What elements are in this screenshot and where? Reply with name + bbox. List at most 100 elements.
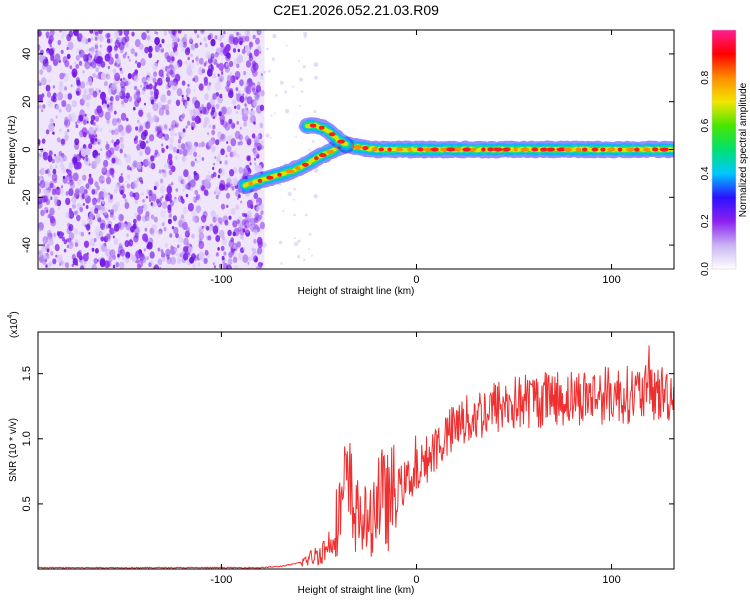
noise-speck [130, 48, 135, 55]
noise-speck [95, 75, 99, 79]
noise-speck [120, 80, 126, 89]
noise-speck [242, 228, 246, 233]
noise-speck [78, 49, 85, 58]
noise-speck [171, 82, 178, 91]
noise-speck [198, 238, 202, 244]
noise-speck [167, 214, 171, 219]
ridge-peak [430, 147, 439, 152]
noise-speck [94, 124, 100, 133]
noise-speck [185, 94, 189, 99]
noise-speck [186, 242, 190, 247]
noise-speck [218, 217, 223, 224]
colorbar-tick-label: 0.6 [700, 118, 711, 132]
noise-speck-faint [265, 133, 270, 138]
noise-speck [225, 192, 231, 199]
noise-speck [181, 94, 184, 98]
noise-speck [146, 244, 150, 250]
noise-speck [84, 224, 87, 228]
noise-speck [158, 266, 162, 269]
noise-speck [129, 167, 132, 171]
noise-speck [98, 152, 101, 156]
noise-speck [193, 171, 197, 176]
noise-speck [203, 106, 210, 115]
noise-speck [49, 183, 54, 189]
noise-speck [224, 122, 231, 131]
noise-speck [199, 106, 202, 111]
noise-speck [137, 205, 144, 215]
noise-speck [256, 142, 262, 151]
noise-speck [162, 170, 167, 178]
noise-speck [117, 256, 120, 260]
noise-speck [138, 262, 142, 267]
noise-speck [69, 240, 74, 247]
noise-speck [119, 185, 123, 190]
noise-speck [38, 175, 43, 184]
noise-speck [169, 137, 174, 144]
noise-speck [111, 139, 114, 144]
noise-speck [75, 262, 79, 266]
noise-speck [77, 179, 82, 186]
noise-speck [120, 112, 127, 121]
noise-speck [38, 152, 42, 158]
noise-speck [91, 247, 95, 252]
noise-speck [94, 207, 99, 214]
noise-speck [102, 177, 105, 182]
noise-speck [217, 73, 220, 77]
noise-speck-faint [283, 90, 287, 94]
noise-speck [92, 132, 97, 139]
noise-speck [252, 248, 257, 255]
noise-speck [207, 235, 212, 241]
noise-speck [170, 256, 177, 265]
noise-speck [166, 71, 171, 77]
noise-speck [190, 160, 195, 167]
noise-speck [167, 183, 172, 190]
noise-speck [133, 92, 140, 101]
noise-speck [123, 221, 129, 228]
ridge-peak [295, 166, 301, 171]
noise-speck [50, 172, 54, 177]
noise-speck [108, 209, 111, 213]
noise-speck [99, 219, 106, 229]
noise-speck [228, 87, 234, 95]
noise-speck [38, 249, 43, 257]
noise-speck [46, 168, 50, 174]
noise-speck [215, 194, 219, 200]
noise-speck [110, 209, 114, 215]
noise-speck [161, 195, 164, 199]
noise-speck [50, 251, 54, 256]
noise-speck [165, 84, 170, 90]
noise-speck [121, 100, 124, 105]
noise-speck [181, 80, 186, 86]
noise-speck [82, 144, 86, 149]
noise-speck [185, 193, 189, 198]
noise-speck [208, 82, 212, 86]
noise-speck [174, 247, 178, 252]
noise-speck [215, 235, 221, 242]
noise-speck [108, 129, 112, 133]
noise-speck [134, 212, 138, 218]
noise-speck [226, 75, 233, 84]
noise-speck [102, 103, 107, 109]
noise-speck [180, 178, 185, 185]
colorbar-tick-label: 0.2 [700, 214, 711, 228]
noise-speck [259, 50, 262, 54]
noise-speck [76, 79, 81, 86]
noise-speck [64, 134, 69, 141]
noise-speck [191, 209, 198, 218]
noise-speck [100, 72, 107, 81]
noise-speck [219, 93, 223, 99]
noise-speck [130, 226, 135, 233]
noise-speck [138, 139, 143, 145]
noise-speck [109, 249, 116, 258]
noise-speck [137, 119, 140, 124]
noise-speck [95, 67, 99, 73]
noise-speck [198, 232, 205, 240]
noise-speck [173, 198, 177, 203]
noise-speck [243, 247, 246, 251]
noise-speck [84, 61, 91, 70]
noise-speck [131, 254, 137, 263]
noise-speck [161, 257, 166, 262]
noise-speck [78, 60, 83, 66]
noise-speck [120, 143, 125, 149]
noise-speck [227, 136, 231, 142]
